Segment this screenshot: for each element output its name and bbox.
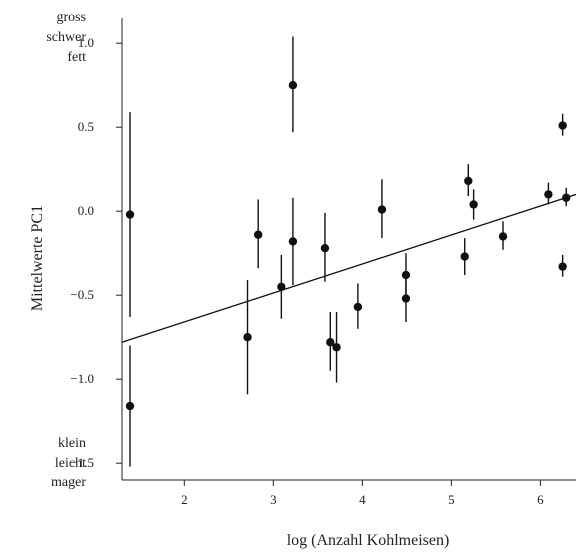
- annotation-bottom-1: klein: [58, 436, 86, 451]
- data-point: [125, 210, 135, 219]
- y-axis-label: Mittelwerte PC1: [29, 205, 46, 311]
- y-tick-label: −1.0: [70, 371, 94, 386]
- data-points: [125, 36, 571, 467]
- data-point: [277, 282, 286, 291]
- x-axis-label: log (Anzahl Kohlmeisen): [287, 532, 450, 549]
- y-tick-label: 0.5: [78, 119, 94, 134]
- data-point: [460, 252, 469, 261]
- x-tick-label: 6: [537, 492, 544, 507]
- y-tick-label: 0.0: [78, 203, 94, 218]
- data-point: [353, 302, 363, 312]
- data-point: [288, 81, 298, 90]
- data-point: [254, 230, 263, 239]
- data-point: [332, 343, 341, 352]
- annotation-bottom-3: mager: [51, 475, 86, 490]
- data-point: [498, 232, 508, 241]
- data-point: [288, 237, 298, 246]
- y-tick-label: 1.0: [78, 35, 94, 50]
- data-point: [558, 262, 567, 271]
- axes: [121, 18, 576, 481]
- data-point: [544, 190, 553, 199]
- data-point: [326, 338, 335, 347]
- axis-annotations: gross schwer fett klein leicht mager: [46, 10, 86, 490]
- x-tick-label: 2: [181, 492, 188, 507]
- annotation-bottom-2: leicht: [55, 456, 86, 471]
- annotation-top-2: schwer: [46, 30, 86, 45]
- annotation-top-1: gross: [56, 10, 86, 25]
- data-point: [464, 176, 473, 186]
- data-point: [320, 243, 330, 253]
- data-point: [558, 121, 567, 130]
- data-point: [562, 193, 571, 202]
- data-point: [377, 205, 387, 214]
- data-point: [401, 294, 411, 303]
- x-tick-label: 5: [448, 492, 455, 507]
- annotation-top-3: fett: [67, 50, 86, 65]
- data-point: [125, 401, 135, 411]
- y-ticks: −1.5 −1.0 −0.5 0.0 0.5 1.0: [70, 35, 122, 470]
- x-tick-label: 4: [359, 492, 366, 507]
- data-point: [469, 200, 478, 209]
- x-ticks: 2 3 4 5 6: [181, 480, 544, 507]
- data-point: [243, 333, 252, 342]
- data-point: [401, 270, 411, 280]
- x-tick-label: 3: [270, 492, 277, 507]
- regression-line: [121, 193, 576, 343]
- y-tick-label: −0.5: [70, 287, 94, 302]
- y-tick-label: −1.5: [70, 455, 94, 470]
